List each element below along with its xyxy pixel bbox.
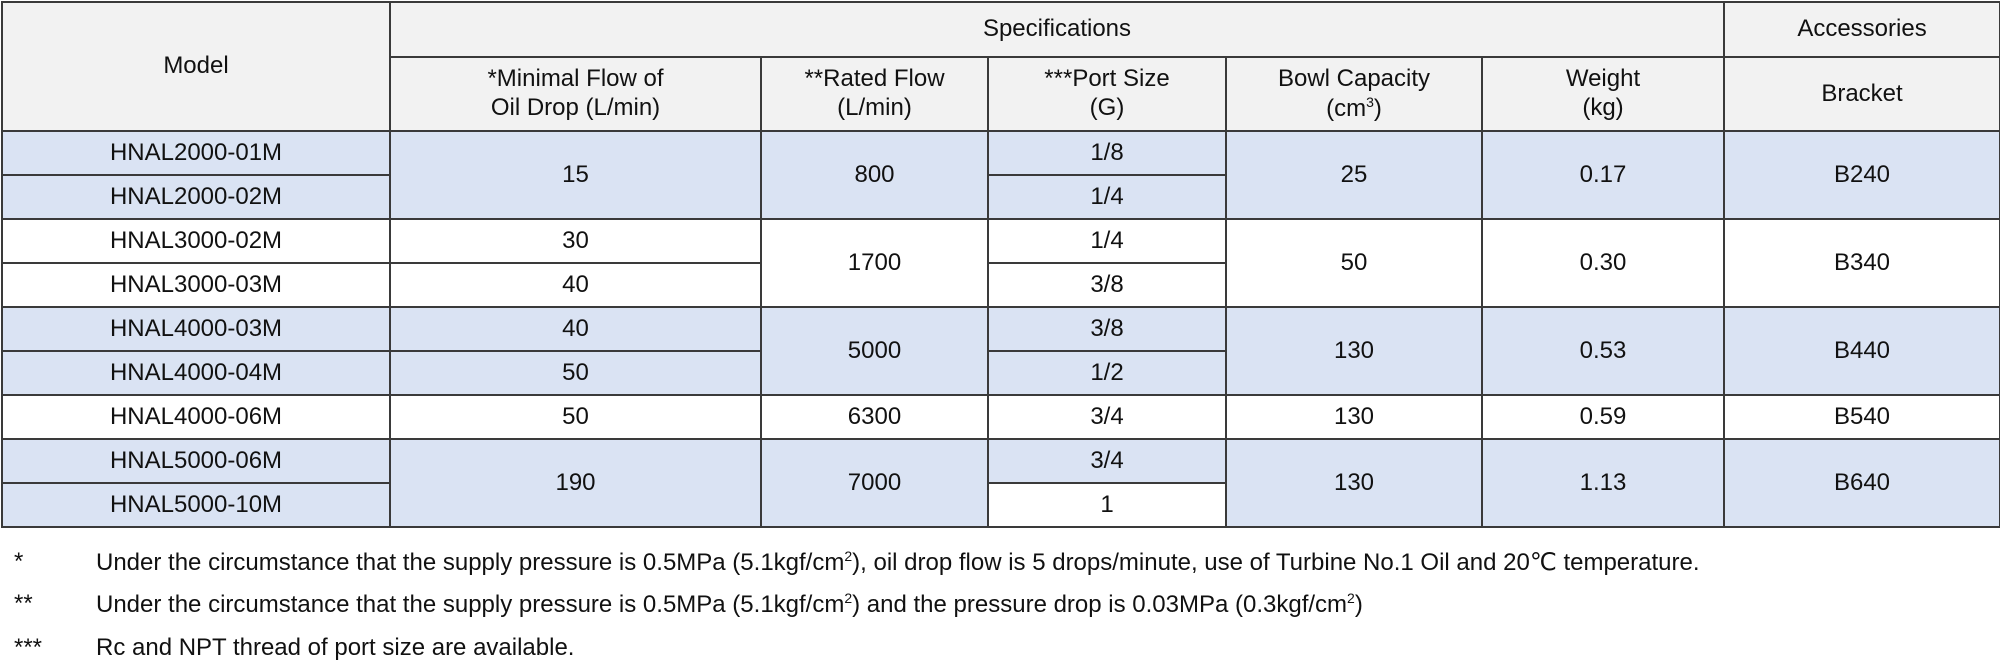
cell-port: 3/8: [987, 306, 1227, 352]
cell-model: HNAL2000-01M: [1, 130, 391, 176]
footnote-marker: ***: [14, 634, 43, 661]
header-accessories: Accessories: [1723, 1, 2000, 58]
cell-rated-flow: 1700: [760, 218, 989, 308]
cell-min-flow: 190: [389, 438, 762, 528]
cell-min-flow: 40: [389, 262, 762, 308]
cell-weight: 0.30: [1481, 218, 1725, 308]
footnote-text: Under the circumstance that the supply p…: [96, 590, 1363, 618]
cell-model: HNAL5000-10M: [1, 482, 391, 528]
cell-weight: 0.59: [1481, 394, 1725, 440]
header-bowl-capacity: Bowl Capacity (cm3): [1225, 56, 1483, 132]
cell-rated-flow: 5000: [760, 306, 989, 396]
cell-min-flow: 40: [389, 306, 762, 352]
cell-model: HNAL4000-06M: [1, 394, 391, 440]
header-specifications: Specifications: [389, 1, 1725, 58]
cell-model: HNAL2000-02M: [1, 174, 391, 220]
cell-weight: 1.13: [1481, 438, 1725, 528]
cell-port: 1/4: [987, 218, 1227, 264]
cell-rated-flow: 7000: [760, 438, 989, 528]
cell-port: 1/4: [987, 174, 1227, 220]
cell-bracket: B340: [1723, 218, 2000, 308]
footnote-text: Under the circumstance that the supply p…: [96, 548, 1700, 576]
cell-model: HNAL5000-06M: [1, 438, 391, 484]
cell-port: 3/4: [987, 394, 1227, 440]
cell-bracket: B540: [1723, 394, 2000, 440]
cell-port: 1/8: [987, 130, 1227, 176]
cell-bracket: B240: [1723, 130, 2000, 220]
cell-weight: 0.17: [1481, 130, 1725, 220]
cell-port: 1: [987, 482, 1227, 528]
cell-rated-flow: 800: [760, 130, 989, 220]
cell-min-flow: 15: [389, 130, 762, 220]
header-weight: Weight (kg): [1481, 56, 1725, 132]
cell-min-flow: 30: [389, 218, 762, 264]
header-bracket: Bracket: [1723, 56, 2000, 132]
table-row: HNAL4000-03M 40 5000 3/8 130 0.53 B440: [1, 306, 2000, 396]
cell-model: HNAL3000-03M: [1, 262, 391, 308]
specifications-table: Model Specifications Accessories *Minima…: [1, 1, 2000, 528]
header-min-flow: *Minimal Flow of Oil Drop (L/min): [389, 56, 762, 132]
footnote-marker: **: [14, 590, 33, 617]
cell-weight: 0.53: [1481, 306, 1725, 396]
cell-bowl: 25: [1225, 130, 1483, 220]
cell-bowl: 130: [1225, 438, 1483, 528]
footnote-marker: *: [14, 548, 24, 575]
table-row: HNAL3000-02M 30 1700 1/4 50 0.30 B340: [1, 218, 2000, 308]
cell-port: 3/8: [987, 262, 1227, 308]
table-row: HNAL5000-06M 190 7000 3/4 130 1.13 B640: [1, 438, 2000, 528]
cell-port: 1/2: [987, 350, 1227, 396]
cell-bowl: 50: [1225, 218, 1483, 308]
cell-rated-flow: 6300: [760, 394, 989, 440]
cell-bracket: B440: [1723, 306, 2000, 396]
cell-model: HNAL4000-03M: [1, 306, 391, 352]
cell-bracket: B640: [1723, 438, 2000, 528]
cell-bowl: 130: [1225, 394, 1483, 440]
footnote-text: Rc and NPT thread of port size are avail…: [96, 634, 575, 661]
cell-min-flow: 50: [389, 350, 762, 396]
cell-bowl: 130: [1225, 306, 1483, 396]
header-model: Model: [1, 1, 391, 132]
header-port-size: ***Port Size (G): [987, 56, 1227, 132]
header-rated-flow: **Rated Flow (L/min): [760, 56, 989, 132]
table-row: HNAL2000-01M 15 800 1/8 25 0.17 B240: [1, 130, 2000, 220]
cell-min-flow: 50: [389, 394, 762, 440]
cell-model: HNAL3000-02M: [1, 218, 391, 264]
table-row: HNAL4000-06M 50 6300 3/4 130 0.59 B540: [1, 394, 2000, 440]
cell-port: 3/4: [987, 438, 1227, 484]
cell-model: HNAL4000-04M: [1, 350, 391, 396]
